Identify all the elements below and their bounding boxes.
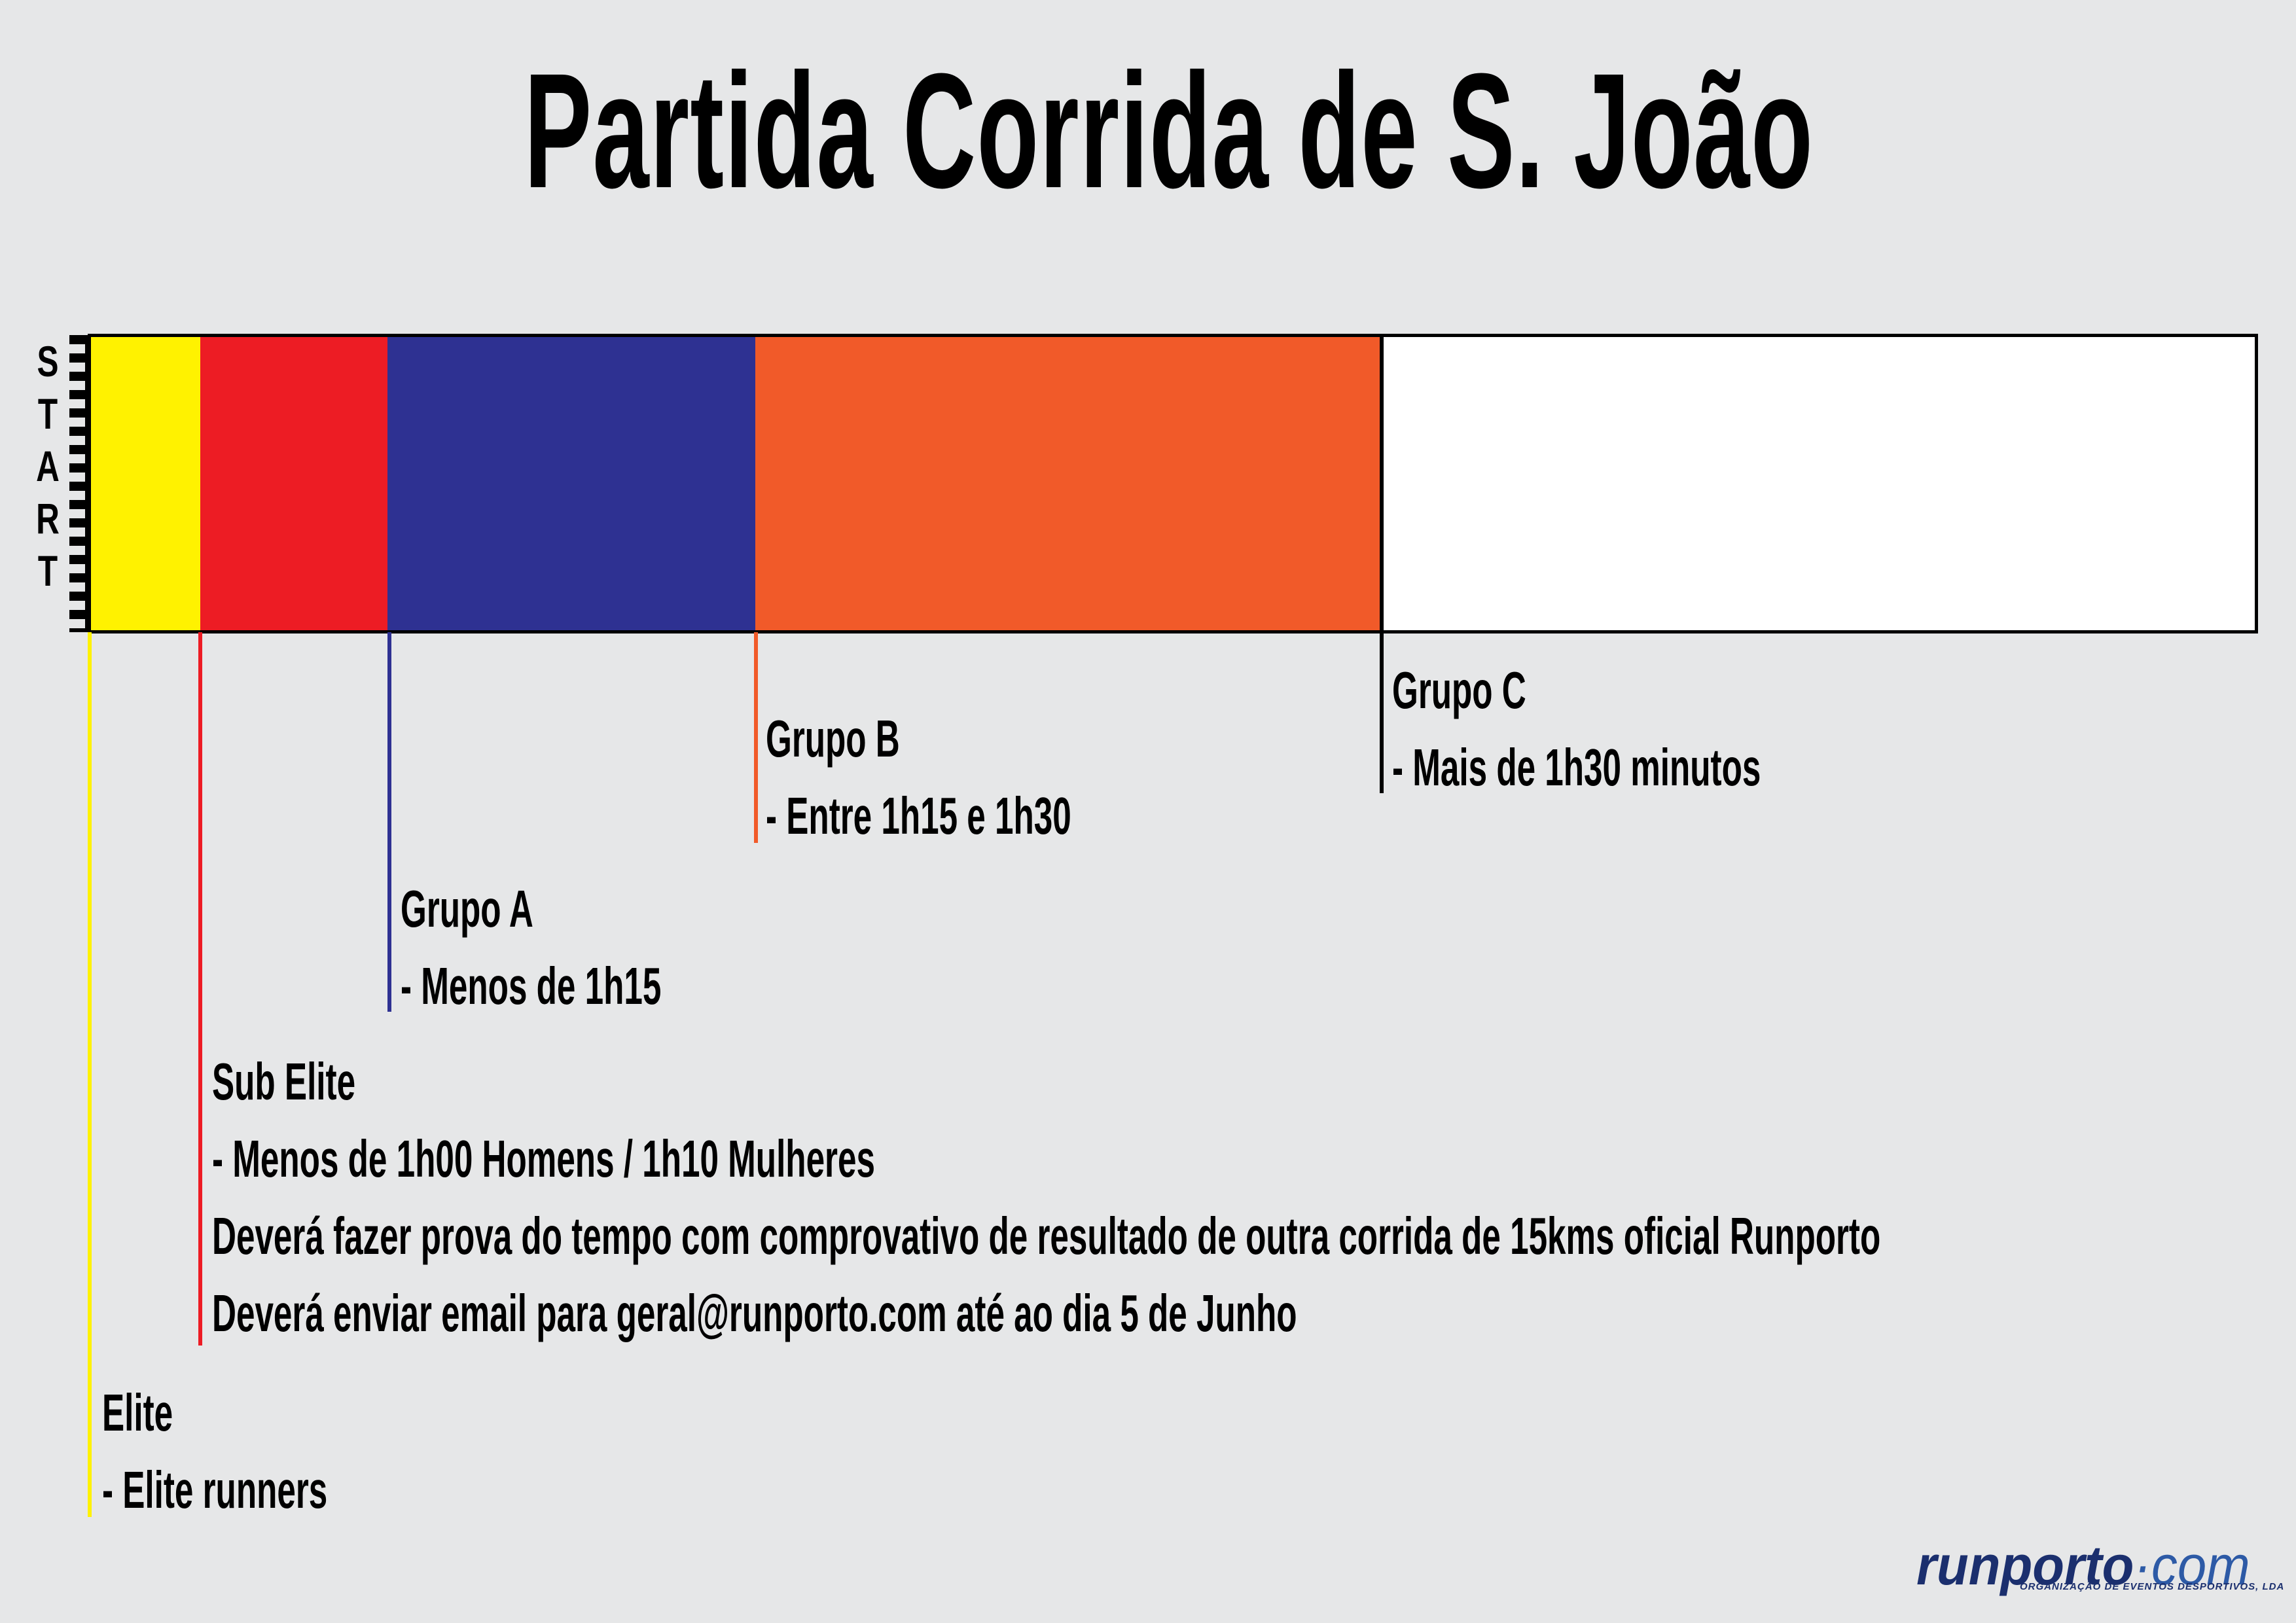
group-name: Sub Elite [212, 1052, 356, 1111]
start-letter: A [36, 442, 60, 490]
leader-line-grupo-c [1380, 632, 1384, 793]
start-line-ticks [69, 335, 86, 632]
group-note: Deverá fazer prova do tempo com comprova… [212, 1207, 1881, 1265]
label-elite: Elite - Elite runners [102, 1374, 327, 1529]
group-name: Grupo B [766, 709, 900, 768]
group-description: - Menos de 1h15 [401, 957, 662, 1015]
leader-line-sub-elite [198, 632, 202, 1346]
leader-line-grupo-a [387, 632, 391, 1012]
corral-grupo-c [1382, 337, 2255, 630]
corral-grupo-a [387, 337, 755, 630]
runporto-logo: runporto·com ORGANIZAÇÃO DE EVENTOS DESP… [1916, 1538, 2284, 1593]
page-title: Partida Corrida de S. João [524, 39, 1814, 222]
corral-sub-elite [200, 337, 387, 630]
group-description: - Entre 1h15 e 1h30 [766, 787, 1071, 845]
group-description: - Elite runners [102, 1461, 328, 1519]
group-description: - Mais de 1h30 minutos [1392, 738, 1761, 796]
label-grupo-a: Grupo A - Menos de 1h15 [401, 870, 661, 1025]
logo-dot: · [2134, 1535, 2151, 1596]
group-description: - Menos de 1h00 Homens / 1h10 Mulheres [212, 1130, 875, 1188]
group-name: Grupo A [401, 880, 533, 938]
corral-frame [88, 334, 2258, 633]
start-letter: S [37, 337, 59, 385]
group-note: Deverá enviar email para geral@runporto.… [212, 1284, 1297, 1342]
divider-grupo-c [1380, 337, 1384, 630]
start-line [85, 335, 89, 632]
logo-wordmark: runporto·com [1916, 1538, 2250, 1593]
start-letter: T [37, 389, 58, 438]
label-grupo-c: Grupo C - Mais de 1h30 minutos [1392, 652, 1761, 806]
corral-elite [89, 337, 200, 630]
group-name: Elite [102, 1383, 173, 1442]
group-name: Grupo C [1392, 661, 1526, 719]
start-label: S T A R T [25, 335, 71, 597]
logo-suffix: com [2151, 1535, 2250, 1596]
label-grupo-b: Grupo B - Entre 1h15 e 1h30 [766, 700, 1071, 855]
logo-tagline: ORGANIZAÇÃO DE EVENTOS DESPORTIVOS, LDA [2020, 1581, 2285, 1592]
leader-line-elite [88, 632, 92, 1517]
start-letter: R [36, 494, 60, 543]
label-sub-elite: Sub Elite - Menos de 1h00 Homens / 1h10 … [212, 1043, 1880, 1352]
start-letter: T [37, 546, 58, 595]
corral-grupo-b [755, 337, 1382, 630]
leader-line-grupo-b [754, 632, 758, 843]
logo-brand: runporto [1916, 1535, 2134, 1596]
